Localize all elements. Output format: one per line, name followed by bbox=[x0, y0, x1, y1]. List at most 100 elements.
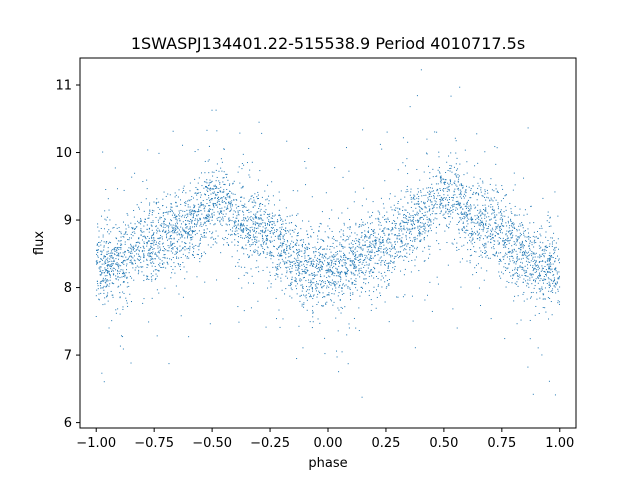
data-point bbox=[354, 256, 356, 257]
data-point bbox=[278, 234, 280, 236]
data-point bbox=[333, 283, 335, 285]
data-point bbox=[385, 251, 387, 253]
data-point bbox=[249, 227, 251, 229]
data-point bbox=[204, 193, 206, 195]
data-point bbox=[203, 236, 205, 238]
data-point bbox=[153, 248, 155, 250]
data-point bbox=[310, 235, 312, 237]
data-point bbox=[103, 257, 105, 259]
data-point bbox=[158, 237, 160, 239]
data-point bbox=[241, 287, 243, 289]
data-point bbox=[112, 261, 114, 263]
data-point bbox=[361, 235, 363, 237]
data-point bbox=[184, 242, 186, 244]
data-point bbox=[385, 218, 387, 220]
data-point bbox=[174, 214, 176, 216]
data-point bbox=[448, 211, 450, 213]
data-point bbox=[551, 255, 553, 257]
data-point bbox=[523, 232, 525, 234]
data-point bbox=[535, 236, 537, 238]
data-point bbox=[243, 227, 245, 229]
data-point bbox=[409, 249, 411, 251]
data-point bbox=[241, 237, 243, 239]
data-point bbox=[469, 210, 471, 212]
data-point bbox=[105, 269, 107, 271]
data-point bbox=[144, 221, 146, 223]
data-point bbox=[109, 258, 111, 260]
data-point bbox=[542, 279, 544, 281]
data-point bbox=[456, 246, 458, 248]
data-point bbox=[146, 259, 148, 261]
data-point bbox=[371, 215, 373, 217]
data-point bbox=[505, 239, 507, 241]
data-point bbox=[290, 255, 292, 257]
data-point bbox=[513, 261, 515, 263]
data-point bbox=[273, 222, 275, 224]
data-point bbox=[558, 248, 560, 250]
data-point bbox=[206, 220, 208, 222]
data-point bbox=[148, 240, 150, 242]
data-point bbox=[191, 196, 193, 198]
data-point bbox=[494, 216, 496, 218]
data-point bbox=[98, 261, 100, 263]
data-point bbox=[237, 241, 239, 243]
data-point bbox=[190, 237, 192, 239]
data-point bbox=[322, 281, 324, 283]
data-point bbox=[264, 241, 266, 243]
data-point bbox=[486, 255, 488, 257]
data-point bbox=[157, 207, 159, 209]
data-point bbox=[298, 272, 300, 274]
data-point bbox=[348, 281, 350, 283]
data-point bbox=[455, 175, 457, 177]
data-point bbox=[133, 247, 135, 249]
data-point bbox=[450, 167, 452, 169]
data-point bbox=[364, 244, 366, 246]
data-point bbox=[131, 252, 133, 254]
data-point bbox=[170, 224, 172, 226]
data-point bbox=[386, 250, 388, 252]
data-point bbox=[416, 211, 418, 213]
data-point bbox=[279, 254, 281, 256]
data-point bbox=[475, 193, 477, 195]
data-point bbox=[145, 238, 147, 240]
data-point bbox=[98, 293, 100, 295]
data-point bbox=[301, 250, 303, 252]
data-point bbox=[415, 220, 417, 222]
data-point bbox=[476, 214, 478, 216]
data-point bbox=[134, 228, 136, 230]
data-point bbox=[534, 253, 536, 255]
data-point bbox=[270, 286, 272, 288]
data-point bbox=[236, 226, 238, 228]
data-point bbox=[453, 205, 455, 207]
data-point bbox=[558, 277, 560, 278]
data-point bbox=[483, 223, 485, 225]
data-point bbox=[265, 243, 267, 245]
data-point bbox=[172, 227, 174, 229]
data-point bbox=[223, 148, 225, 150]
data-point bbox=[129, 237, 131, 239]
data-point bbox=[103, 255, 105, 257]
data-point bbox=[308, 147, 310, 149]
data-point bbox=[337, 307, 339, 309]
data-point bbox=[507, 220, 509, 222]
data-point bbox=[169, 210, 171, 212]
data-point bbox=[482, 204, 484, 206]
data-point bbox=[175, 223, 177, 225]
data-point bbox=[322, 257, 324, 259]
data-point bbox=[134, 223, 136, 225]
data-point bbox=[297, 268, 299, 270]
data-point bbox=[371, 246, 373, 248]
data-point bbox=[189, 242, 191, 244]
data-point bbox=[177, 247, 179, 249]
data-point bbox=[279, 239, 281, 241]
data-point bbox=[247, 239, 249, 241]
data-point bbox=[436, 240, 438, 242]
data-point bbox=[322, 254, 324, 256]
data-point bbox=[545, 245, 547, 247]
data-point bbox=[240, 266, 242, 268]
data-point bbox=[171, 210, 173, 212]
data-point bbox=[449, 168, 451, 170]
data-point bbox=[207, 191, 209, 193]
data-point bbox=[502, 240, 504, 242]
data-point bbox=[549, 255, 551, 257]
